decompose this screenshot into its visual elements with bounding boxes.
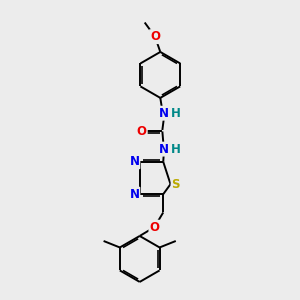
Text: N: N <box>159 142 169 156</box>
Text: N: N <box>129 188 140 201</box>
Text: N: N <box>129 155 140 168</box>
Text: N: N <box>159 107 169 120</box>
Text: O: O <box>150 30 160 43</box>
Text: S: S <box>172 178 180 191</box>
Text: H: H <box>171 107 181 120</box>
Text: O: O <box>149 220 159 234</box>
Text: O: O <box>137 125 147 138</box>
Text: H: H <box>171 142 181 156</box>
